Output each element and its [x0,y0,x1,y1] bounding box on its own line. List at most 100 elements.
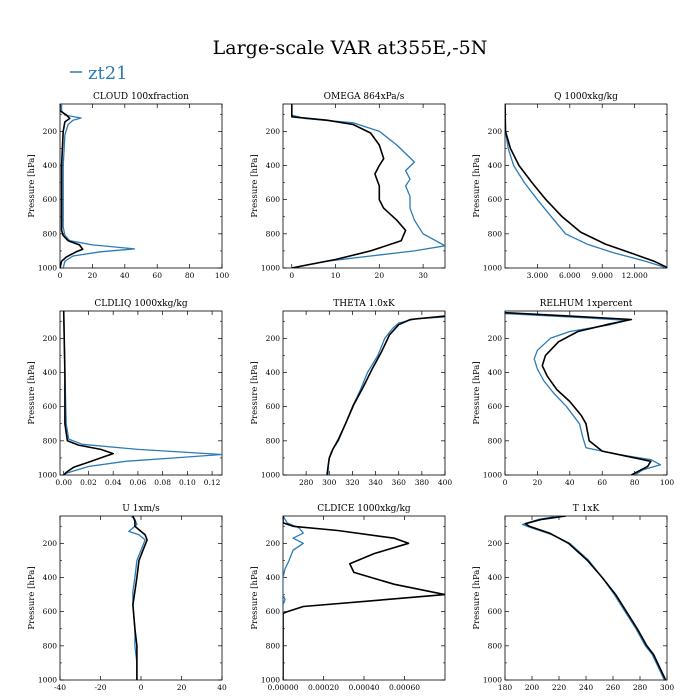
y-tick-label: 1000 [38,676,57,685]
x-tick-label: 340 [368,478,383,487]
panel-title: U 1xm/s [122,504,160,514]
chart-panel: Q 1000xkg/kg 200 400 600 800 1000 3.000 6.000 9.… [472,92,668,280]
y-tick-label: 600 [43,402,58,411]
y-tick-label: 800 [43,641,58,650]
x-tick-label: 100 [660,478,675,487]
x-tick-label: 380 [415,478,430,487]
panel-title: Q 1000xkg/kg [554,92,618,102]
y-axis-label: Pressure [hPa] [472,361,482,424]
plot-frame [282,515,446,681]
y-tick-label: 600 [488,402,503,411]
panel-title: CLOUD 100xfraction [93,92,189,102]
x-tick-label: 0 [503,478,508,487]
y-axis-label: Pressure [hPa] [250,154,260,217]
x-tick-label: 20 [533,478,543,487]
x-tick-label: 60 [152,271,162,280]
y-tick-label: 200 [266,127,281,136]
y-axis-label: Pressure [hPa] [472,154,482,217]
x-tick-label: 9.000 [591,271,613,280]
y-tick-label: 600 [266,607,281,616]
x-tick-label: 400 [438,478,453,487]
legend-label: zt21 [88,63,128,84]
panel-title: THETA 1.0xK [333,299,395,309]
y-tick-label: 800 [488,436,503,445]
y-tick-label: 1000 [483,676,502,685]
plot-frame [282,103,446,269]
series-line-zt21 [283,516,304,680]
x-tick-label: 360 [392,478,407,487]
x-tick-label: 60 [597,478,607,487]
x-tick-label: 12.000 [621,271,647,280]
x-tick-label: 80 [185,271,195,280]
chart-panel: THETA 1.0xK 200 400 600 800 1000 280 300 320 340 3… [250,299,452,487]
series-line-black [505,311,652,475]
y-tick-label: 200 [266,334,281,343]
y-tick-label: 800 [43,229,58,238]
x-tick-label: 100 [215,271,230,280]
y-tick-label: 400 [266,573,281,582]
series-line-zt21 [505,104,667,268]
x-tick-label: 280 [633,683,648,692]
y-axis-label: Pressure [hPa] [472,566,482,629]
y-tick-label: 200 [488,539,503,548]
x-tick-label: 280 [299,478,314,487]
figure-title: Large-scale VAR at355E,-5N [213,37,488,59]
y-tick-label: 600 [43,195,58,204]
panel-title: OMEGA 864xPa/s [324,92,405,102]
x-tick-label: 40 [120,271,130,280]
x-tick-label: 0.10 [179,478,196,487]
y-tick-label: 600 [488,195,503,204]
chart-panel: CLDICE 1000xkg/kg 200 400 600 800 10000.00000… [250,504,446,692]
plot-frame [59,103,223,269]
x-tick-label: 0.00060 [389,683,420,692]
x-tick-label: -40 [54,683,66,692]
x-tick-label: 0 [58,271,63,280]
y-tick-label: 800 [266,641,281,650]
x-tick-label: 0.00040 [348,683,379,692]
y-tick-label: 200 [488,127,503,136]
x-tick-label: 10 [331,271,341,280]
y-tick-label: 1000 [261,264,280,273]
series-line-zt21 [63,311,222,475]
x-tick-label: 20 [88,271,98,280]
x-tick-label: 320 [345,478,360,487]
y-tick-label: 1000 [483,264,502,273]
x-tick-label: 260 [606,683,621,692]
x-tick-label: -20 [94,683,106,692]
series-line-black [326,315,445,475]
y-tick-label: 800 [488,641,503,650]
x-tick-label: 0.04 [105,478,122,487]
x-tick-label: 0.00000 [267,683,298,692]
x-tick-label: 300 [322,478,337,487]
series-line-black [524,516,667,680]
y-tick-label: 800 [43,436,58,445]
y-tick-label: 400 [266,161,281,170]
y-tick-label: 1000 [38,471,57,480]
x-tick-label: 300 [660,683,675,692]
series-line-zt21 [291,104,445,268]
panel-title: T 1xK [573,504,600,514]
y-tick-label: 600 [43,607,58,616]
y-tick-label: 600 [266,195,281,204]
y-tick-label: 200 [488,334,503,343]
y-tick-label: 400 [43,368,58,377]
series-line-black [505,104,667,268]
y-tick-label: 800 [266,436,281,445]
series-line-zt21 [505,312,662,475]
x-tick-label: 20 [177,683,187,692]
x-tick-label: 220 [552,683,567,692]
x-tick-label: 40 [217,683,227,692]
chart-panel: U 1xm/s 200 400 600 800 1000-40 -20 0 20 40 Pressu… [27,504,227,692]
x-tick-label: 0 [289,271,294,280]
x-tick-label: 0.06 [130,478,147,487]
y-tick-label: 200 [43,334,58,343]
x-tick-label: 40 [565,478,575,487]
y-tick-label: 200 [266,539,281,548]
x-tick-label: 0 [139,683,144,692]
x-tick-label: 3.000 [527,271,549,280]
plot-frame [504,515,668,681]
